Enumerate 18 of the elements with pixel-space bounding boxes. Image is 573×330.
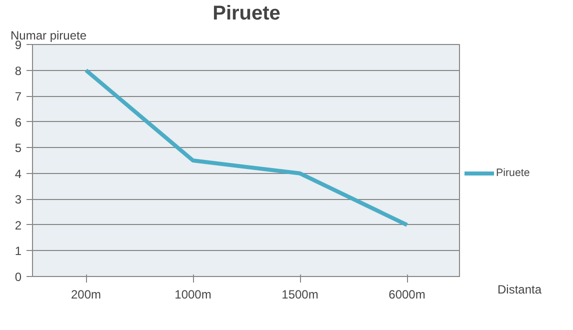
y-tick-label: 3 [14,192,22,207]
chart-title: Piruete [212,2,280,24]
y-tick-label: 6 [14,115,22,130]
y-tick-label: 2 [14,218,22,232]
x-tick-label: 200m [70,288,102,302]
x-tick-label: 6000m [388,288,426,302]
x-tick-label: 1000m [174,288,212,302]
line-series [84,68,409,227]
y-tick-label: 9 [14,38,22,52]
y-tick-label: 7 [14,90,22,104]
x-tick-label: 1500m [282,288,318,302]
y-tick-label: 5 [14,141,22,156]
x-axis-title: Distanta [498,282,542,296]
y-tick-label: 1 [14,244,22,258]
y-tick-label: 0 [14,270,22,284]
y-tick-label: 8 [14,64,22,78]
legend-label: Piruete [496,167,530,179]
y-tick-label: 4 [14,166,22,181]
